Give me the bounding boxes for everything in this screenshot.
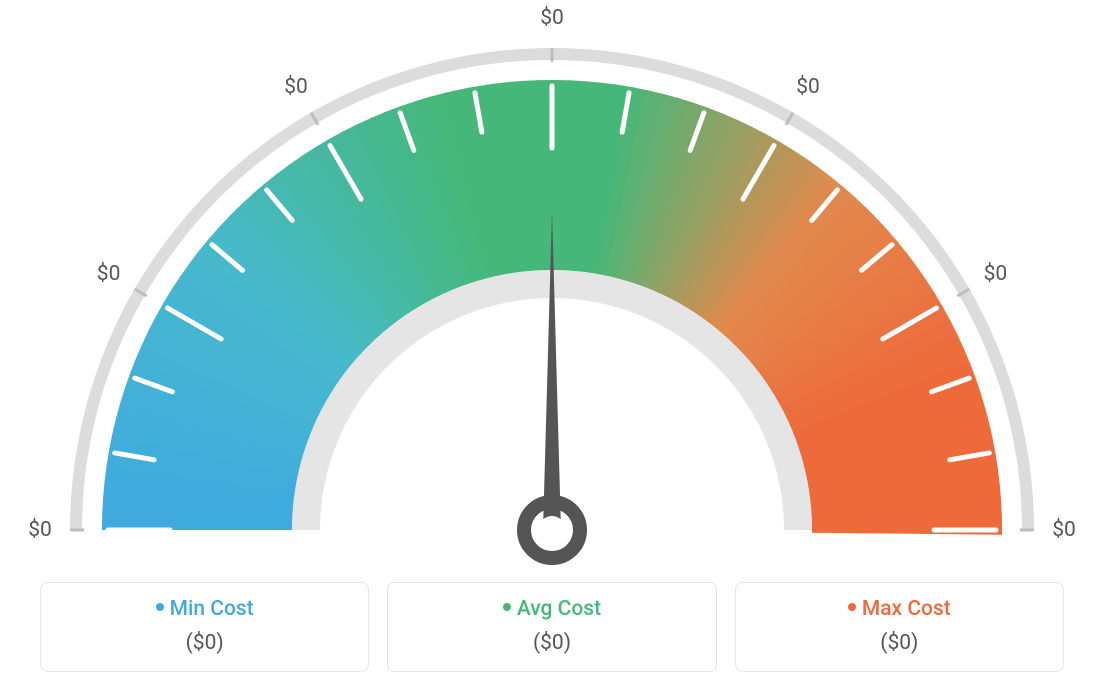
cost-gauge-chart: $0 $0 $0 $0 $0 $0 $0 Min Cost ($0) Avg Cost ($…: [0, 0, 1104, 690]
scale-label: $0: [796, 75, 820, 99]
scale-label: $0: [28, 518, 52, 542]
scale-label: $0: [97, 262, 121, 286]
legend-max-card: Max Cost ($0): [735, 582, 1064, 672]
scale-label: $0: [540, 6, 564, 30]
scale-label: $0: [1052, 518, 1076, 542]
legend-min-label: Min Cost: [170, 597, 254, 621]
legend-row: Min Cost ($0) Avg Cost ($0) Max Cost ($0…: [40, 582, 1064, 672]
legend-min-title: Min Cost: [49, 597, 360, 621]
legend-avg-label: Avg Cost: [517, 597, 601, 621]
gauge-svg: [0, 10, 1104, 570]
scale-label: $0: [284, 75, 308, 99]
legend-max-title: Max Cost: [744, 597, 1055, 621]
legend-min-card: Min Cost ($0): [40, 582, 369, 672]
legend-min-value: ($0): [49, 631, 360, 655]
legend-min-dot: [156, 603, 164, 611]
legend-avg-value: ($0): [396, 631, 707, 655]
legend-avg-dot: [503, 603, 511, 611]
legend-max-value: ($0): [744, 631, 1055, 655]
legend-avg-title: Avg Cost: [396, 597, 707, 621]
gauge-area: [0, 10, 1104, 550]
legend-avg-card: Avg Cost ($0): [387, 582, 716, 672]
legend-max-label: Max Cost: [862, 597, 951, 621]
legend-max-dot: [848, 603, 856, 611]
scale-label: $0: [984, 262, 1008, 286]
